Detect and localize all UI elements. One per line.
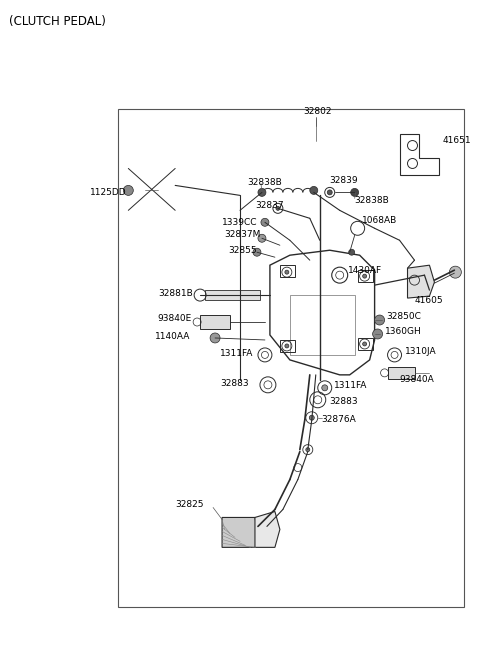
Circle shape (310, 187, 318, 195)
Circle shape (309, 415, 314, 421)
Circle shape (258, 234, 266, 242)
Text: 93840A: 93840A (399, 375, 434, 384)
Bar (200, 315, 230, 329)
Polygon shape (255, 512, 280, 548)
Text: (CLUTCH PEDAL): (CLUTCH PEDAL) (9, 15, 106, 28)
Circle shape (285, 344, 289, 348)
Circle shape (258, 189, 266, 196)
Text: 1310JA: 1310JA (405, 347, 436, 356)
Text: 32883: 32883 (330, 398, 359, 406)
Bar (280, 265, 295, 277)
Text: 1068AB: 1068AB (361, 215, 397, 225)
Text: 41651: 41651 (443, 136, 471, 145)
Text: 32883: 32883 (220, 379, 249, 388)
Polygon shape (408, 265, 434, 298)
Text: 32838B: 32838B (355, 196, 389, 205)
Text: 32838B: 32838B (247, 178, 282, 187)
Circle shape (261, 218, 269, 226)
Bar (280, 340, 295, 352)
Text: 32825: 32825 (175, 500, 204, 509)
Circle shape (253, 248, 261, 256)
Circle shape (363, 274, 367, 278)
Circle shape (285, 270, 289, 274)
Bar (358, 270, 372, 282)
Circle shape (374, 315, 384, 325)
Circle shape (322, 385, 328, 391)
Circle shape (363, 342, 367, 346)
Text: 32839: 32839 (330, 176, 359, 185)
Text: 32876A: 32876A (322, 415, 357, 424)
Text: 1125DD: 1125DD (90, 188, 127, 197)
Bar (387, 367, 416, 379)
Text: 1311FA: 1311FA (334, 381, 367, 390)
Circle shape (327, 190, 332, 195)
Bar (290, 295, 355, 355)
Text: 32855: 32855 (228, 246, 257, 255)
Text: 1360GH: 1360GH (384, 328, 421, 337)
Circle shape (210, 333, 220, 343)
Text: 32802: 32802 (303, 107, 331, 116)
Text: 32850C: 32850C (386, 312, 421, 320)
Polygon shape (222, 517, 260, 548)
Text: 1339CC: 1339CC (222, 218, 258, 227)
Circle shape (348, 249, 355, 255)
Text: 1311FA: 1311FA (220, 349, 253, 358)
Text: 32837M: 32837M (224, 230, 261, 239)
Circle shape (372, 329, 383, 339)
Bar (205, 290, 260, 300)
Text: 32881B: 32881B (158, 289, 193, 297)
Text: 1430AF: 1430AF (348, 266, 382, 274)
Circle shape (351, 189, 359, 196)
Text: 93840E: 93840E (157, 314, 192, 322)
Circle shape (306, 447, 310, 452)
Text: 32837: 32837 (255, 201, 284, 210)
Text: 1140AA: 1140AA (155, 333, 191, 341)
Circle shape (449, 266, 461, 278)
Circle shape (276, 206, 280, 210)
Bar (358, 338, 372, 350)
Text: 41605: 41605 (415, 295, 443, 305)
Circle shape (123, 185, 133, 195)
